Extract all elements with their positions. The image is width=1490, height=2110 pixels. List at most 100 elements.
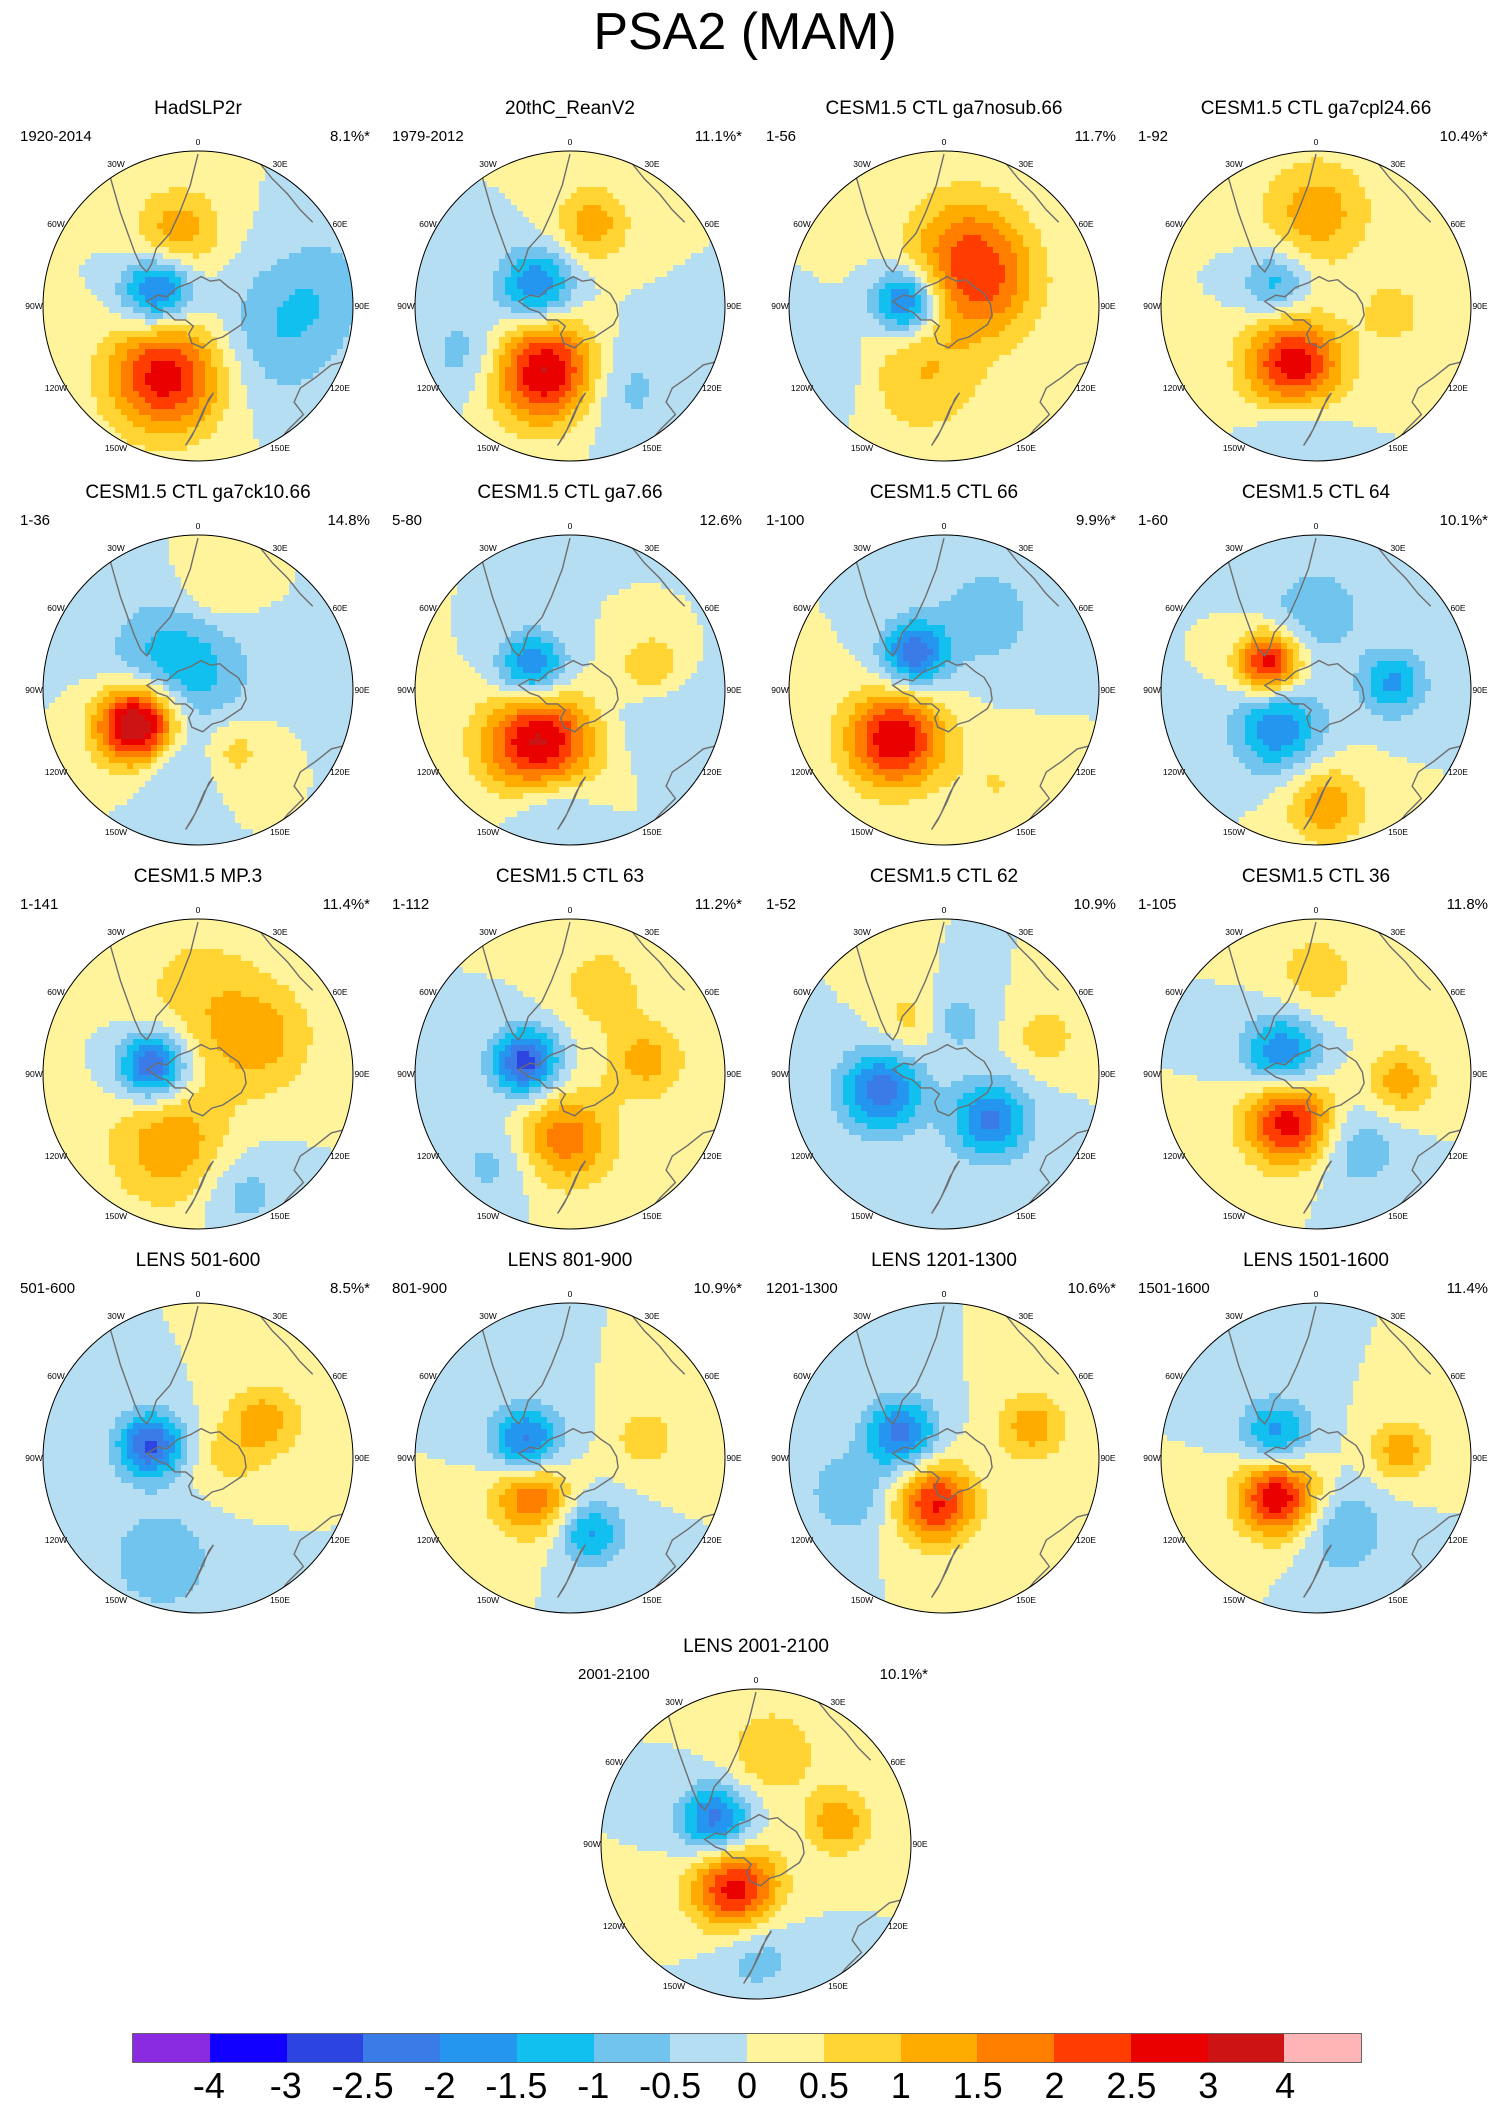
panel-title: CESM1.5 CTL ga7ck10.66 [12,482,384,504]
africa-coastline [259,546,314,607]
longitude-label: 90E [354,1069,369,1079]
africa-coastline [631,930,686,991]
south-america-coastline [107,1305,199,1426]
antarctica-coastline [1263,1427,1365,1501]
longitude-label: 30E [272,1311,287,1321]
new-zealand-coastline [556,1160,587,1214]
longitude-label: 30E [1390,927,1405,937]
antarctica-coastline [145,1043,247,1117]
panel-title: LENS 1501-1600 [1130,1250,1490,1272]
longitude-label: 150E [1016,1595,1036,1605]
polar-map: 030E60E90E120E150E180150W120W90W60W30W [1138,126,1490,464]
longitude-label: 120W [45,767,67,777]
longitude-label: 60W [1165,1371,1182,1381]
africa-coastline [1005,546,1060,607]
longitude-label: 120E [702,1151,722,1161]
map-border [1160,918,1472,1230]
longitude-label: 150E [270,827,290,837]
colorbar-swatch [900,2034,978,2062]
longitude-label: 90E [1472,1069,1487,1079]
south-america-coastline [107,537,199,658]
longitude-label: 30W [853,159,870,169]
panel-variance: 8.1%* [330,128,370,146]
panel-variance: 14.8% [327,512,370,530]
anomaly-field [789,535,1099,845]
colorbar-labels: -4 -3 -2.5 -2 -1.5 -1 -0.5 0 0.5 1 1.5 2 2.5 3 4 [132,2066,1362,2110]
longitude-label: 120W [791,383,813,393]
longitude-label: 120E [702,383,722,393]
longitude-label: 0 [1314,1289,1319,1299]
polar-map: 030E60E90E120E150E180150W120W90W60W30W [1138,510,1490,848]
longitude-label: 120W [45,383,67,393]
australia-coastline [274,1127,351,1214]
longitude-label: 30W [479,159,496,169]
polar-map: 030E60E90E120E150E180150W120W90W60W30W [20,894,376,1232]
south-america-coastline [107,921,199,1042]
longitude-label: 90E [1472,1453,1487,1463]
panel-period: 2001-2100 [578,1666,650,1684]
longitude-label: 90E [726,685,741,695]
longitude-label: 150W [477,1595,499,1605]
longitude-label: 120W [45,1535,67,1545]
panel-period: 1-60 [1138,512,1168,530]
colorbar-swatch [133,2034,210,2062]
polar-map-svg: 030E60E90E120E150E180150W120W90W60W30W [771,137,1116,462]
longitude-label: 60E [1078,987,1093,997]
polar-map-svg: 030E60E90E120E150E180150W120W90W60W30W [25,521,370,846]
south-america-coastline [853,1305,945,1426]
australia-coastline [1392,359,1469,446]
polar-map: 030E60E90E120E150E180150W120W90W60W30W [392,1278,748,1616]
longitude-label: 60E [332,219,347,229]
longitude-label: 150W [105,443,127,453]
longitude-label: 30W [107,1311,124,1321]
longitude-label: 60W [1165,987,1182,997]
new-zealand-coastline [184,1160,215,1214]
longitude-label: 60E [1078,219,1093,229]
map-border [42,918,354,1230]
longitude-label: 150W [663,1981,685,1991]
map-panel: 030E60E90E120E150E180150W120W90W60W30WCE… [12,866,384,1238]
longitude-label: 120W [417,383,439,393]
australia-coastline [646,743,723,830]
longitude-label: 30E [1018,543,1033,553]
polar-map-svg: 030E60E90E120E150E180150W120W90W60W30W [397,1289,742,1614]
longitude-label: 60E [332,987,347,997]
longitude-label: 0 [1314,521,1319,531]
longitude-label: 90E [726,1069,741,1079]
longitude-label: 150E [642,443,662,453]
map-border [1160,1302,1472,1614]
anomaly-field [789,919,1099,1229]
colorbar-swatch [747,2034,824,2062]
antarctica-coastline [517,1427,619,1501]
longitude-label: 60E [332,1371,347,1381]
africa-coastline [1377,162,1432,223]
colorbar-label: 2.5 [1106,2066,1156,2106]
australia-coastline [1020,1127,1097,1214]
colorbar-label: 0.5 [799,2066,849,2106]
colorbar-label: -0.5 [639,2066,701,2106]
panel-period: 1-92 [1138,128,1168,146]
panel-title: LENS 1201-1300 [758,1250,1130,1272]
polar-map-svg: 030E60E90E120E150E180150W120W90W60W30W [25,905,370,1230]
polar-map-svg: 030E60E90E120E150E180150W120W90W60W30W [771,521,1116,846]
panel-title: CESM1.5 CTL 62 [758,866,1130,888]
south-america-coastline [107,153,199,274]
longitude-label: 120W [1163,383,1185,393]
polar-map-svg: 030E60E90E120E150E180150W120W90W60W30W [1143,521,1488,846]
longitude-label: 30E [644,927,659,937]
map-border [1160,150,1472,462]
australia-coastline [274,743,351,830]
map-panel: 030E60E90E120E150E180150W120W90W60W30WLE… [570,1636,942,2008]
longitude-label: 30W [1225,543,1242,553]
australia-coastline [1392,743,1469,830]
longitude-label: 90W [25,685,42,695]
longitude-label: 150E [1016,1211,1036,1221]
panel-title: CESM1.5 CTL 64 [1130,482,1490,504]
polar-map-svg: 030E60E90E120E150E180150W120W90W60W30W [1143,137,1488,462]
anomaly-field [601,1689,911,1999]
longitude-label: 90E [354,685,369,695]
longitude-label: 30E [1390,159,1405,169]
longitude-label: 150E [1388,1211,1408,1221]
antarctica-coastline [145,275,247,349]
africa-coastline [1377,546,1432,607]
